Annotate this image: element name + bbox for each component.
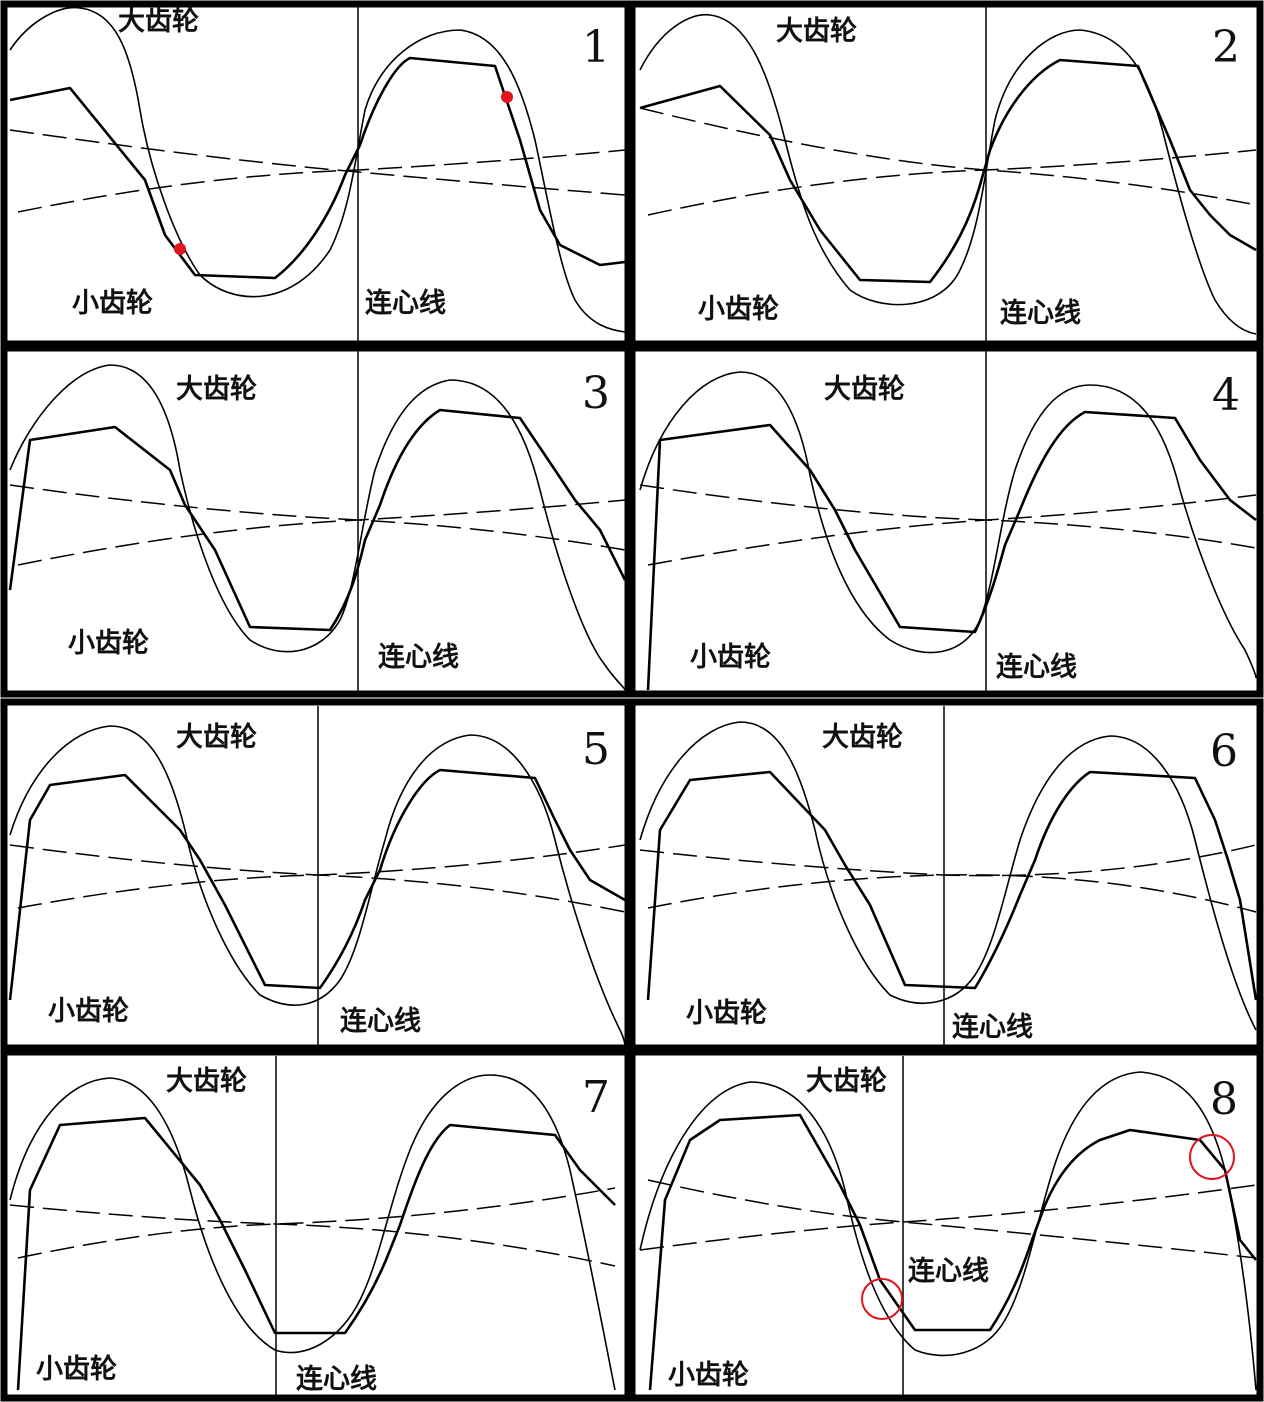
- panel-number-6: 6: [1210, 726, 1238, 777]
- large-gear-label-8: 大齿轮: [806, 1066, 887, 1097]
- pitch-arc-upper-1: [9, 129, 626, 196]
- large-gear-label-3: 大齿轮: [176, 374, 257, 405]
- small-gear-profile-4: [646, 410, 1257, 691]
- center-line-label-7: 连心线: [296, 1363, 377, 1395]
- large-gear-profile-2: [639, 13, 1257, 335]
- large-gear-label-4: 大齿轮: [824, 374, 905, 405]
- small-gear-profile-5: [8, 768, 626, 1001]
- large-gear-profile-4: [639, 371, 1257, 679]
- contact-circle-8a: [861, 1278, 903, 1320]
- panel-number-3: 3: [582, 368, 610, 419]
- large-gear-profile-6: [639, 721, 1257, 1031]
- contact-dot-1a: [174, 243, 186, 255]
- pitch-arc-lower-8: [647, 1179, 1257, 1259]
- small-gear-profile-3: [8, 408, 627, 632]
- large-gear-profile-8: [639, 1071, 1257, 1391]
- small-gear-label-8: 小齿轮: [668, 1360, 749, 1391]
- pitch-arc-upper-4: [639, 484, 1257, 549]
- panel-1: 大齿轮 小齿轮 连心线 1: [9, 4, 626, 342]
- frame-8: [628, 1048, 1264, 1402]
- large-gear-label-7: 大齿轮: [166, 1066, 247, 1097]
- contact-circle-8b: [1189, 1134, 1235, 1180]
- pitch-arc-lower-7: [17, 1187, 616, 1259]
- large-gear-label-2: 大齿轮: [776, 16, 857, 47]
- pitch-arc-lower-1: [17, 149, 626, 213]
- panel-2: 大齿轮 小齿轮 连心线 2: [639, 4, 1257, 342]
- small-gear-profile-2: [639, 58, 1257, 284]
- small-gear-label-2: 小齿轮: [698, 294, 779, 325]
- pitch-arc-upper-7: [9, 1204, 616, 1267]
- panel-3: 大齿轮 小齿轮 连心线 3: [8, 350, 627, 692]
- center-line-label-2: 连心线: [1000, 297, 1081, 329]
- small-gear-profile-6: [646, 770, 1258, 1001]
- small-gear-label-4: 小齿轮: [690, 642, 771, 673]
- panel-number-4: 4: [1212, 370, 1240, 421]
- small-gear-profile-7: [16, 1116, 616, 1391]
- panel-number-8: 8: [1210, 1074, 1238, 1125]
- panel-number-1: 1: [582, 22, 610, 73]
- small-gear-label-6: 小齿轮: [686, 998, 767, 1029]
- center-line-label-3: 连心线: [378, 641, 459, 673]
- small-gear-label-5: 小齿轮: [48, 996, 129, 1027]
- center-line-label-6: 连心线: [952, 1011, 1033, 1043]
- pitch-arc-upper-8: [639, 1184, 1257, 1251]
- frame-6: [628, 698, 1264, 1052]
- large-gear-profile-1: [9, 6, 626, 333]
- large-gear-label-5: 大齿轮: [176, 722, 257, 753]
- panel-number-5: 5: [582, 724, 610, 775]
- pitch-arc-lower-6: [647, 874, 1257, 913]
- frame-2: [628, 0, 1264, 348]
- panel-6: 大齿轮 小齿轮 连心线 6: [639, 706, 1258, 1046]
- contact-dot-1b: [501, 91, 513, 103]
- large-gear-label-1: 大齿轮: [118, 6, 199, 37]
- pitch-arc-lower-3: [17, 499, 626, 566]
- panel-number-2: 2: [1212, 22, 1240, 73]
- small-gear-label-1: 小齿轮: [72, 288, 153, 319]
- small-gear-label-3: 小齿轮: [68, 628, 149, 659]
- small-gear-profile-1: [9, 56, 626, 280]
- panel-7: 大齿轮 小齿轮 连心线 7: [9, 1056, 616, 1396]
- pitch-arc-lower-5: [17, 844, 626, 909]
- small-gear-profile-8: [648, 1113, 1258, 1391]
- frame-1: [0, 0, 632, 348]
- panel-number-7: 7: [582, 1072, 610, 1123]
- small-gear-label-7: 小齿轮: [36, 1354, 117, 1385]
- center-line-label-4: 连心线: [996, 651, 1077, 683]
- panel-4: 大齿轮 小齿轮 连心线 4: [639, 350, 1257, 692]
- pitch-arc-lower-2: [647, 149, 1257, 216]
- pitch-arc-lower-4: [647, 494, 1257, 566]
- center-line-label-5: 连心线: [340, 1005, 421, 1037]
- frame-7: [0, 1048, 632, 1402]
- pitch-arc-upper-3: [9, 484, 626, 551]
- frame-4: [628, 344, 1264, 698]
- center-line-label-8: 连心线: [908, 1255, 989, 1287]
- large-gear-label-6: 大齿轮: [822, 722, 903, 753]
- frame-5: [0, 698, 632, 1052]
- large-gear-profile-5: [9, 725, 626, 1047]
- panel-8: 大齿轮 小齿轮 连心线 8: [639, 1056, 1258, 1396]
- frame-3: [0, 344, 632, 698]
- pitch-arc-upper-6: [639, 844, 1257, 877]
- center-line-label-1: 连心线: [365, 287, 446, 319]
- panel-5: 大齿轮 小齿轮 连心线 5: [8, 706, 626, 1047]
- large-gear-profile-3: [9, 364, 626, 691]
